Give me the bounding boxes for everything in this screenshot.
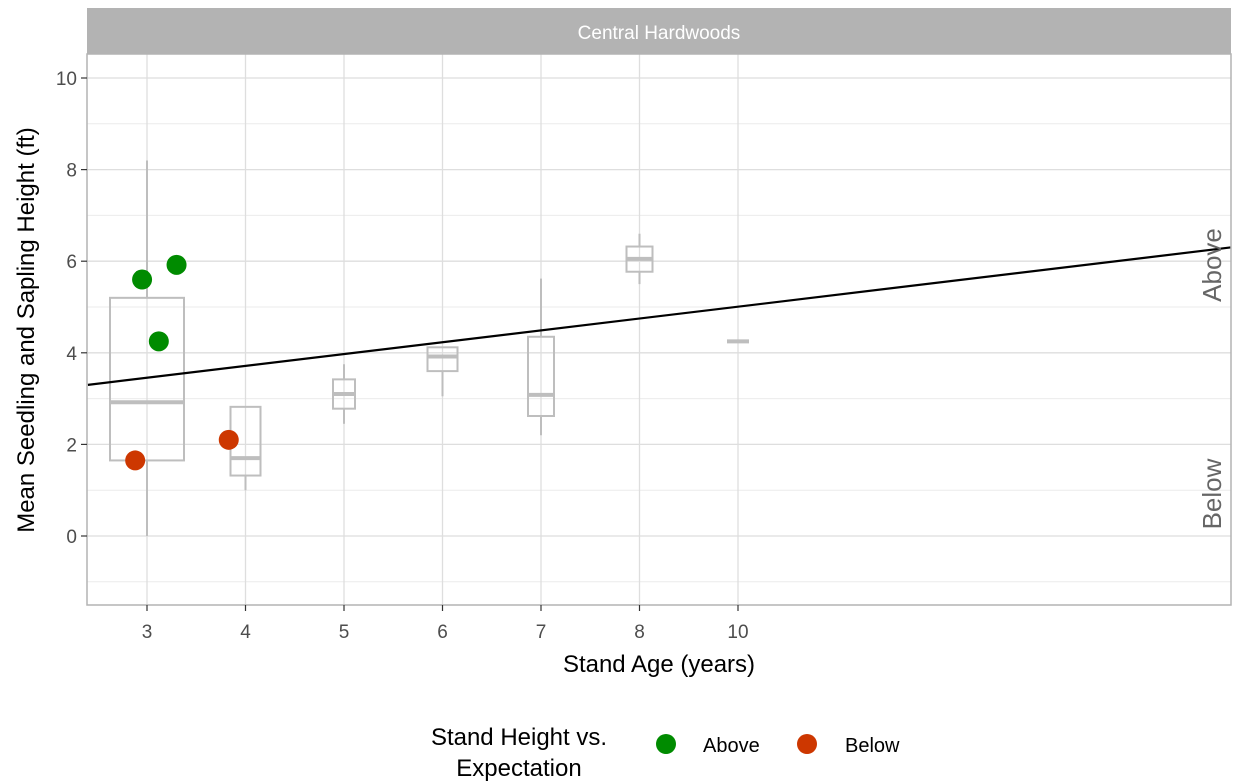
- box-iqr: [527, 335, 555, 418]
- box-iqr: [426, 346, 459, 373]
- y-tick-label: 10: [56, 69, 77, 90]
- y-tick-label: 2: [66, 435, 77, 456]
- x-axis-ticks: 3 4 5 6 7 8 10: [142, 605, 749, 643]
- x-tick-label: 5: [339, 622, 350, 643]
- y-tick-label: 8: [66, 161, 77, 182]
- y-axis-ticks: 0 2 4 6 8 10: [56, 69, 87, 548]
- x-tick-label: 4: [240, 622, 251, 643]
- y-tick-label: 4: [66, 344, 77, 365]
- y-tick-label: 6: [66, 252, 77, 273]
- panel-border: [86, 53, 1232, 606]
- x-tick-label: 8: [634, 622, 645, 643]
- facet-title: Central Hardwoods: [578, 23, 741, 44]
- legend: Stand Height vs. Expectation Above Below: [431, 724, 900, 782]
- data-point-below: [125, 450, 146, 471]
- boxplots: [109, 160, 749, 536]
- region-label-above: Above: [1197, 228, 1227, 302]
- box-iqr: [109, 296, 185, 462]
- x-tick-label: 3: [142, 622, 153, 643]
- legend-label-above: Above: [703, 735, 760, 757]
- facet-strip: [87, 8, 1231, 54]
- legend-key-below: [797, 734, 817, 754]
- y-axis-title: Mean Seedling and Sapling Height (ft): [13, 127, 40, 533]
- x-tick-label: 6: [437, 622, 448, 643]
- data-point-below: [218, 429, 239, 450]
- region-label-below: Below: [1197, 458, 1227, 529]
- legend-label-below: Below: [845, 735, 900, 757]
- trend-line-layer: [87, 246, 1231, 386]
- y-tick-label: 0: [66, 527, 77, 548]
- data-point-above: [166, 254, 187, 275]
- x-tick-label: 10: [727, 622, 748, 643]
- data-points: [125, 254, 239, 471]
- data-point-above: [132, 269, 153, 290]
- legend-key-above: [656, 734, 676, 754]
- gridlines: [87, 54, 1231, 605]
- x-axis-title: Stand Age (years): [563, 651, 755, 678]
- x-tick-label: 7: [536, 622, 547, 643]
- data-point-above: [148, 331, 169, 352]
- legend-title-line1: Stand Height vs.: [431, 724, 607, 751]
- legend-title-line2: Expectation: [456, 755, 581, 782]
- trend-line: [87, 246, 1231, 386]
